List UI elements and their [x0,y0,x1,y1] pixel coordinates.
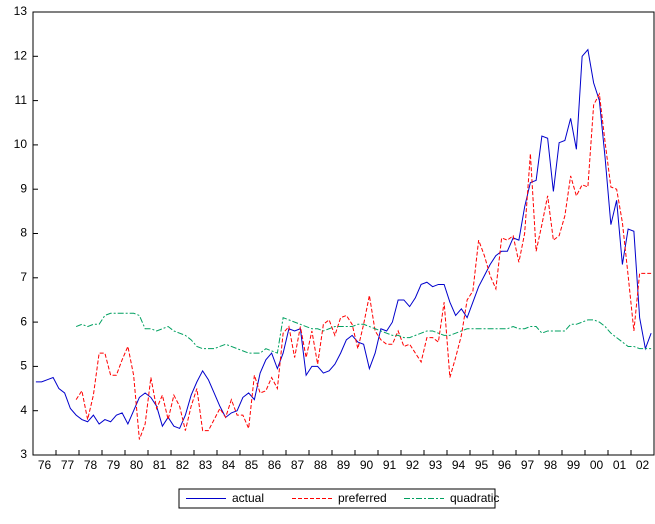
x-tick-label: 96 [498,458,512,472]
x-tick-label: 02 [636,458,650,472]
y-tick-label: 10 [14,137,28,151]
series-line [75,312,652,354]
x-tick-label: 94 [452,458,466,472]
x-tick-label: 79 [107,458,121,472]
x-tick-label: 98 [544,458,558,472]
x-tick-label: 83 [199,458,213,472]
x-tick-label: 91 [383,458,397,472]
x-tick-label: 92 [406,458,420,472]
x-tick-label: 90 [360,458,374,472]
legend-box [178,488,496,509]
legend-label: quadratic [450,491,499,505]
series-line [75,92,652,440]
x-tick-label: 00 [590,458,604,472]
x-tick-label: 80 [130,458,144,472]
series-line [35,48,652,430]
y-tick-label: 13 [14,4,28,18]
x-tick-label: 01 [613,458,627,472]
x-tick-label: 77 [61,458,75,472]
x-tick-label: 81 [153,458,167,472]
x-tick-label: 85 [245,458,259,472]
x-tick-label: 86 [268,458,282,472]
x-tick-label: 97 [521,458,535,472]
x-tick-label: 88 [314,458,328,472]
y-tick-label: 7 [20,270,27,284]
legend-label: actual [232,491,264,505]
x-tick-label: 89 [337,458,351,472]
x-tick-label: 76 [38,458,52,472]
y-tick-label: 3 [20,447,27,461]
y-tick-label: 11 [15,93,28,107]
y-tick-label: 8 [20,226,27,240]
y-tick-label: 6 [20,314,27,328]
x-tick-label: 82 [176,458,190,472]
y-tick-label: 12 [14,48,28,62]
x-tick-label: 78 [84,458,98,472]
x-tick-label: 93 [429,458,443,472]
y-tick-label: 9 [20,181,27,195]
legend-label: preferred [338,491,387,505]
y-tick-label: 5 [20,359,27,373]
x-tick-label: 84 [222,458,236,472]
x-tick-label: 99 [567,458,581,472]
y-tick-label: 4 [20,403,27,417]
x-tick-label: 87 [291,458,305,472]
plot-frame [32,11,655,456]
x-tick-label: 95 [475,458,489,472]
